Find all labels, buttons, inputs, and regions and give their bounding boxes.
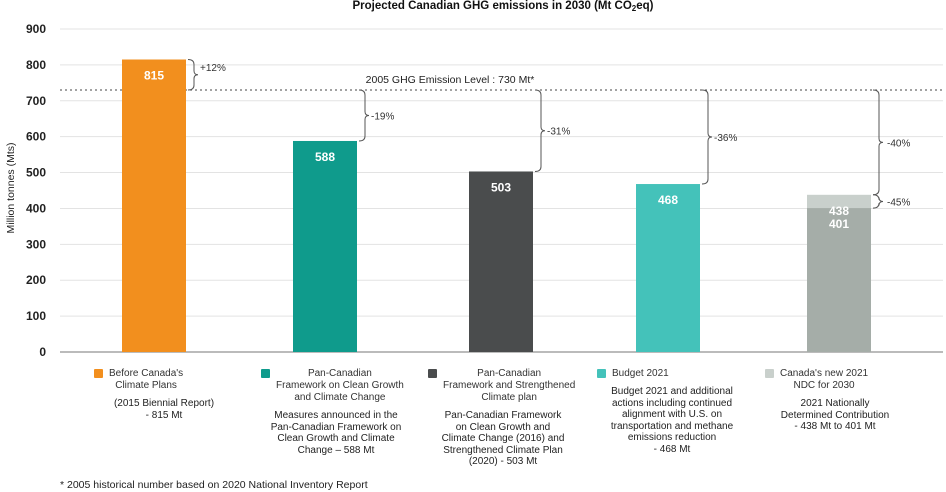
bar-value-label: 588	[315, 150, 335, 164]
change-label: -36%	[714, 133, 737, 144]
legend-swatch	[94, 369, 103, 378]
legend-item: Pan-Canadian Framework and Strengthened …	[428, 368, 578, 468]
change-label: -40%	[887, 138, 910, 149]
bar-lower-segment	[807, 208, 871, 352]
y-tick-label: 400	[26, 201, 46, 215]
bar	[293, 140, 357, 352]
change-label: +12%	[200, 63, 226, 74]
legend-item: Canada's new 2021 NDC for 2030 2021 Natio…	[765, 368, 905, 433]
y-tick-label: 800	[26, 58, 46, 72]
legend-label: Pan-Canadian Framework on Clean Growth a…	[276, 368, 404, 403]
legend-item: Pan-Canadian Framework on Clean Growth a…	[261, 368, 411, 456]
y-tick-label: 200	[26, 273, 46, 287]
legend-swatch	[428, 369, 437, 378]
legend-header: Budget 2021	[597, 368, 747, 380]
legend-item: Budget 2021 Budget 2021 and additional ac…	[597, 368, 747, 455]
legend-description: Measures announced in the Pan-Canadian F…	[270, 410, 402, 456]
change-bracket	[872, 89, 884, 196]
legend-label: Before Canada's Climate Plans	[109, 368, 184, 391]
legend-header: Before Canada's Climate Plans	[94, 368, 234, 392]
bar	[636, 184, 700, 352]
change-label: -31%	[547, 127, 570, 138]
footnote: * 2005 historical number based on 2020 N…	[60, 479, 368, 491]
y-axis-label: Million tonnes (Mts)	[5, 142, 17, 233]
change-bracket	[872, 194, 884, 209]
legend-header: Canada's new 2021 NDC for 2030	[765, 368, 905, 392]
y-tick-label: 700	[26, 94, 46, 108]
y-tick-label: 0	[39, 345, 46, 359]
legend-header: Pan-Canadian Framework on Clean Growth a…	[261, 368, 411, 404]
y-tick-label: 900	[26, 22, 46, 36]
change-label: -45%	[887, 197, 910, 208]
y-tick-label: 300	[26, 237, 46, 251]
legend-description: Budget 2021 and additional actions inclu…	[610, 386, 734, 455]
change-bracket	[358, 89, 370, 142]
change-bracket	[187, 59, 199, 91]
legend-label: Pan-Canadian Framework and Strengthened …	[443, 368, 576, 403]
bar-value-label: 468	[658, 193, 678, 207]
bar	[469, 171, 533, 352]
legend-swatch	[261, 369, 270, 378]
bar-value-label: 503	[491, 180, 511, 194]
bar-value-label: 815	[144, 69, 164, 83]
legend-description: 2021 Nationally Determined Contribution …	[780, 398, 890, 432]
legend-label: Canada's new 2021 NDC for 2030	[780, 368, 869, 391]
change-bracket	[534, 89, 546, 172]
legend-item: Before Canada's Climate Plans (2015 Bienn…	[94, 368, 234, 421]
legend-header: Pan-Canadian Framework and Strengthened …	[428, 368, 578, 404]
y-tick-label: 100	[26, 309, 46, 323]
bar	[122, 59, 186, 352]
legend-description: (2015 Biennial Report) - 815 Mt	[113, 398, 215, 421]
chart-title: Projected Canadian GHG emissions in 2030…	[353, 0, 654, 13]
change-label: -19%	[371, 111, 394, 122]
bar-value-label: 401	[829, 217, 849, 231]
legend-swatch	[597, 369, 606, 378]
change-bracket	[701, 89, 713, 185]
legend-description: Pan-Canadian Framework on Clean Growth a…	[441, 410, 565, 467]
bar-value-label: 438	[829, 204, 849, 218]
y-tick-label: 500	[26, 166, 46, 180]
legend-label: Budget 2021	[612, 368, 669, 379]
y-tick-label: 600	[26, 130, 46, 144]
legend-swatch	[765, 369, 774, 378]
reference-line-label: 2005 GHG Emission Level : 730 Mt*	[366, 74, 535, 86]
